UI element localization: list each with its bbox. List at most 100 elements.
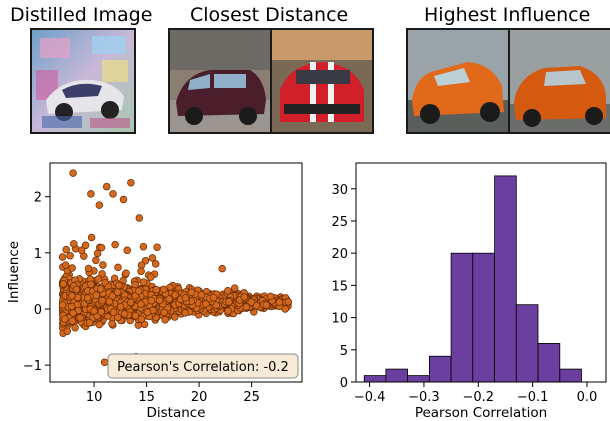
scatter-point xyxy=(95,201,104,209)
scatter-point xyxy=(137,315,146,323)
scatter-point xyxy=(58,253,67,261)
scatter-point xyxy=(96,285,105,293)
scatter-point xyxy=(97,243,106,252)
scatter-point xyxy=(152,285,160,294)
histogram-bar xyxy=(537,342,561,383)
scatter-point xyxy=(90,307,98,315)
correlation-annotation-box xyxy=(107,353,299,379)
histogram-x-tick-label: −0.2 xyxy=(462,390,494,405)
scatter-point xyxy=(108,319,116,328)
scatter-point xyxy=(109,190,117,198)
histogram-bar xyxy=(363,375,387,383)
histogram-y-tick-label: 25 xyxy=(331,215,348,230)
scatter-y-tick-label: −1 xyxy=(23,359,42,374)
scatter-point xyxy=(242,303,251,311)
histogram-y-tick-label: 30 xyxy=(331,183,348,198)
scatter-point xyxy=(137,300,145,308)
scatter-point xyxy=(69,309,77,317)
scatter-point xyxy=(68,317,77,325)
scatter-point xyxy=(147,296,156,305)
histogram-y-ticks: 0 5 10 15 20 25 30 xyxy=(331,183,356,391)
scatter-point xyxy=(127,178,135,187)
scatter-point xyxy=(83,294,92,302)
scatter-point xyxy=(224,287,232,295)
scatter-point xyxy=(61,261,70,269)
scatter-point xyxy=(143,308,152,316)
scatter-point xyxy=(98,270,106,278)
histogram-x-tick-label: −0.3 xyxy=(408,390,440,405)
scatter-point xyxy=(102,182,111,191)
scatter-point xyxy=(105,297,114,306)
scatter-x-tick-label: 20 xyxy=(191,390,208,405)
scatter-point xyxy=(58,301,67,309)
scatter-point xyxy=(123,246,131,255)
distilled-image xyxy=(30,28,136,134)
scatter-point xyxy=(262,301,271,309)
scatter-point xyxy=(160,285,168,294)
scatter-point xyxy=(240,293,249,301)
scatter-point xyxy=(67,302,76,311)
scatter-point xyxy=(120,310,129,318)
scatter-point xyxy=(225,298,233,306)
scatter-point xyxy=(247,298,256,306)
scatter-point xyxy=(87,190,95,198)
histogram-bar xyxy=(407,375,430,383)
scatter-point xyxy=(187,288,196,297)
scatter-point xyxy=(114,313,122,322)
histogram-bar xyxy=(559,368,582,383)
histogram-frame xyxy=(355,162,607,383)
scatter-x-tick-label: 25 xyxy=(243,390,260,405)
scatter-point xyxy=(224,307,232,315)
scatter-point xyxy=(281,305,289,313)
scatter-point xyxy=(147,273,155,281)
scatter-point xyxy=(72,285,81,294)
histogram-bar xyxy=(472,252,495,383)
scatter-point xyxy=(76,314,84,322)
histogram-x-tick-label: −0.4 xyxy=(354,390,386,405)
scatter-point xyxy=(181,294,190,302)
scatter-point xyxy=(155,296,164,305)
scatter-point xyxy=(116,303,125,311)
histogram-y-tick-label: 0 xyxy=(340,376,348,391)
charts-area: 10 15 20 25 −1 0 1 2 Distance Influence Pearso… xyxy=(6,162,607,421)
scatter-point xyxy=(69,169,77,177)
scatter-x-tick-label: 10 xyxy=(86,390,103,405)
histogram-bars xyxy=(363,175,582,383)
scatter-point xyxy=(275,298,284,306)
highest-influence-images xyxy=(406,28,610,134)
scatter-point xyxy=(137,267,145,276)
scatter-y-label: Influence xyxy=(6,241,22,303)
histogram-bar xyxy=(494,175,517,383)
scatter-point xyxy=(160,308,168,317)
scatter-point xyxy=(212,301,220,309)
scatter-point xyxy=(84,264,93,273)
scatter-point xyxy=(197,291,206,299)
scatter-point xyxy=(181,309,189,317)
scatter-point xyxy=(99,261,107,269)
scatter-point xyxy=(85,318,94,327)
histogram-x-tick-label: 0.0 xyxy=(577,390,598,405)
histogram-x-tick-label: −0.1 xyxy=(517,390,549,405)
scatter-point xyxy=(60,315,69,323)
scatter-y-tick-label: 2 xyxy=(34,191,42,206)
scatter-point xyxy=(151,260,160,268)
scatter-points xyxy=(58,169,293,367)
scatter-point xyxy=(165,295,173,303)
scatter-point xyxy=(122,269,130,278)
scatter-point xyxy=(70,240,78,248)
scatter-point xyxy=(139,278,148,286)
scatter-point xyxy=(92,256,100,265)
scatter-point xyxy=(119,195,128,204)
scatter-x-tick-label: 15 xyxy=(138,390,155,405)
histogram: −0.4 −0.3 −0.2 −0.1 0.0 0 5 10 15 20 25 30 Pearson… xyxy=(331,162,607,421)
histogram-y-tick-label: 5 xyxy=(340,344,348,359)
scatter-point xyxy=(131,312,140,320)
scatter-point xyxy=(284,298,293,306)
scatter-point xyxy=(92,291,100,300)
scatter-point xyxy=(59,280,68,288)
highest-influence-title: Highest Influence xyxy=(424,4,591,26)
distilled-image-title: Distilled Image xyxy=(10,4,153,26)
histogram-bar xyxy=(450,252,474,383)
scatter-y-ticks: −1 0 1 2 xyxy=(23,191,50,374)
scatter-point xyxy=(171,291,179,299)
